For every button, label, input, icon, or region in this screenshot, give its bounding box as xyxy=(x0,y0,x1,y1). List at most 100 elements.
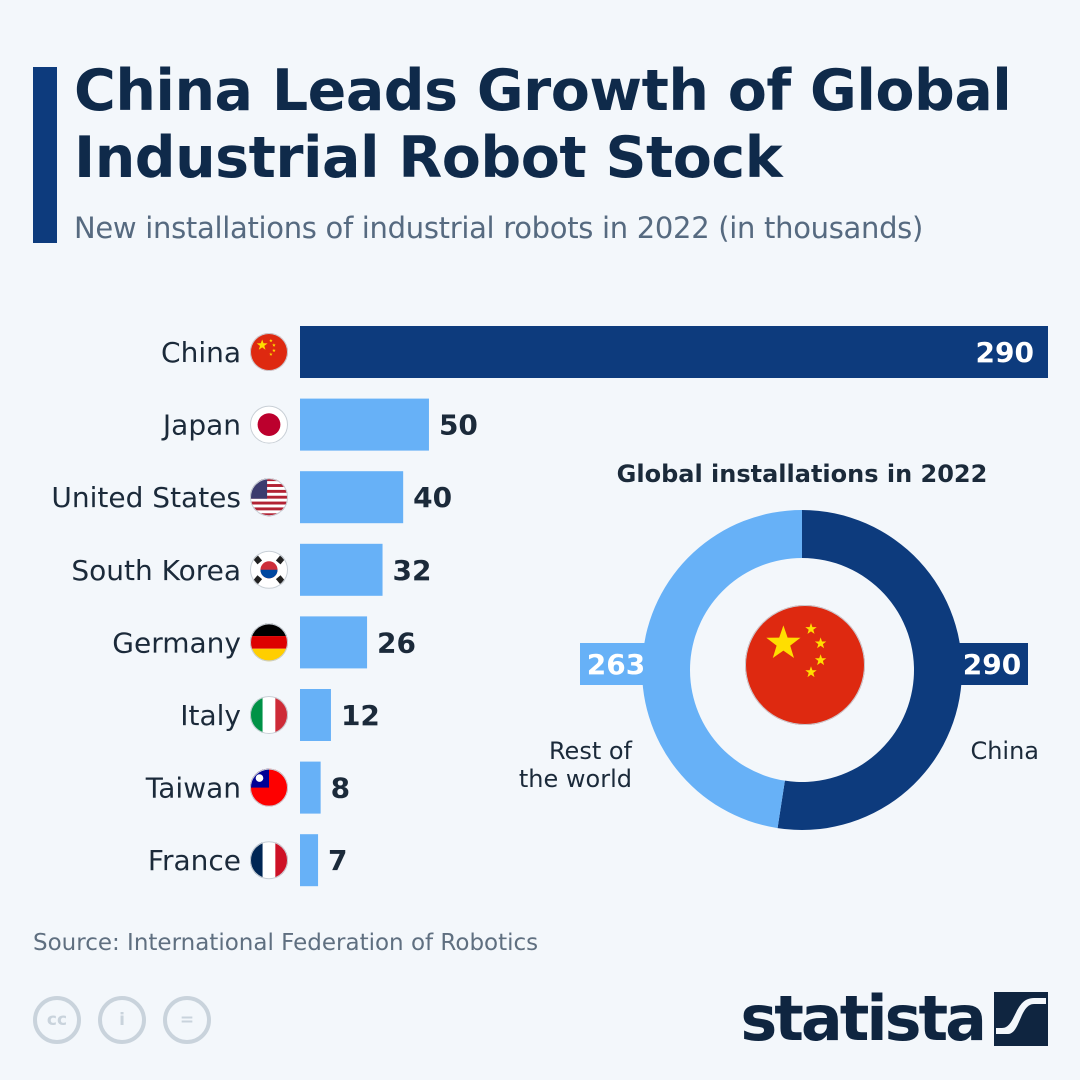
category-label: Japan xyxy=(161,409,241,442)
flag-germany-icon xyxy=(250,623,288,662)
flag-sun xyxy=(255,774,264,782)
flag-star xyxy=(805,666,817,678)
flag-border xyxy=(250,768,288,807)
bar-row: South Korea 32 xyxy=(71,543,432,596)
flag-taiwan-icon xyxy=(250,768,288,807)
bar-row: Japan 50 xyxy=(161,398,478,451)
category-label: China xyxy=(161,336,241,369)
category-label: South Korea xyxy=(71,554,241,587)
flag-usa-icon xyxy=(250,478,288,517)
category-label: Germany xyxy=(112,626,241,659)
value-box-china xyxy=(956,643,1028,685)
flag-star xyxy=(272,348,276,352)
category-label: United States xyxy=(51,481,241,514)
value-label: 32 xyxy=(393,554,432,587)
value-label: 50 xyxy=(439,409,478,442)
bar-china xyxy=(300,326,1048,378)
logo-text: statista xyxy=(740,982,987,1055)
slice-label-line: Rest of xyxy=(549,737,633,765)
bar-france xyxy=(300,834,319,887)
cc-license-icon[interactable]: cc xyxy=(33,996,81,1044)
flag-stripe xyxy=(250,492,288,497)
flag-star xyxy=(269,338,273,343)
flag-stripe xyxy=(250,501,288,505)
flag-border xyxy=(250,550,288,589)
flag-body xyxy=(250,478,288,517)
flag-body xyxy=(250,405,288,444)
value-label: 7 xyxy=(328,844,347,877)
value-label: 26 xyxy=(377,626,416,659)
bar-italy xyxy=(300,689,331,741)
bar-germany xyxy=(300,616,368,669)
flag-italy-icon xyxy=(250,696,288,734)
bar-japan xyxy=(300,398,429,451)
flag-star xyxy=(814,637,827,649)
flag-border xyxy=(250,696,288,734)
flag-border xyxy=(250,478,288,517)
flag-china-icon xyxy=(250,333,288,371)
flag-stripe xyxy=(250,333,288,371)
flag-star xyxy=(766,625,801,658)
flag-body xyxy=(745,605,865,725)
flag-stripe xyxy=(250,484,288,488)
flag-border xyxy=(250,333,288,371)
flag-star xyxy=(272,343,276,347)
bar-south-korea xyxy=(300,543,383,596)
donut-title: Global installations in 2022 xyxy=(617,460,988,488)
center-flag-china-icon xyxy=(745,605,865,725)
donut-slice-china xyxy=(777,510,962,830)
donut-slice-rest-of-the-world xyxy=(642,510,802,829)
flag-stripe xyxy=(250,486,288,491)
flag-stripe xyxy=(250,510,288,514)
category-label: Taiwan xyxy=(145,772,241,805)
flag-sun xyxy=(257,413,281,436)
flag-stripe xyxy=(745,605,865,725)
flag-japan-icon xyxy=(250,405,288,444)
value-label: 290 xyxy=(976,336,1034,369)
value-label: 12 xyxy=(341,699,380,732)
value-label: 8 xyxy=(331,772,350,805)
bar-row: China 290 xyxy=(161,326,1048,378)
flag-star xyxy=(256,339,268,350)
flag-taeguk xyxy=(260,569,278,579)
value-label: 40 xyxy=(413,481,452,514)
slice-label-line: the world xyxy=(519,765,632,793)
flag-stripe xyxy=(250,513,288,517)
attribution-icon[interactable]: i xyxy=(98,996,146,1044)
flag-stripe xyxy=(262,841,276,880)
flag-star xyxy=(269,352,273,356)
title-accent-bar xyxy=(33,67,57,243)
flag-stripe xyxy=(250,507,288,511)
no-derivatives-icon[interactable]: = xyxy=(163,996,211,1044)
flag-stripe xyxy=(250,489,288,494)
flag-star xyxy=(805,623,817,634)
bar-row: United States 40 xyxy=(51,471,452,524)
page-title: China Leads Growth of Global Industrial … xyxy=(74,58,1012,191)
flag-stripe xyxy=(250,498,288,502)
flag-stripe xyxy=(250,481,288,485)
statista-logo[interactable]: statista xyxy=(740,988,1048,1050)
flag-body xyxy=(250,333,288,371)
slice-label-rest: Rest of the world xyxy=(519,737,633,793)
category-label: Italy xyxy=(180,699,241,732)
flag-stripe xyxy=(250,495,288,499)
subtitle: New installations of industrial robots i… xyxy=(74,211,924,245)
bar-row: France 7 xyxy=(148,834,348,887)
flag-border xyxy=(250,405,288,444)
flag-body xyxy=(250,768,288,807)
flag-south-korea-icon xyxy=(250,550,288,589)
flag-border xyxy=(745,605,865,725)
bar-united-states xyxy=(300,471,404,524)
bar-row: Taiwan 8 xyxy=(145,761,350,814)
bar-row: Italy 12 xyxy=(180,689,380,741)
bar-row: Germany 26 xyxy=(112,616,416,669)
value-label-china: 290 xyxy=(963,648,1021,681)
flag-france-icon xyxy=(250,841,288,880)
flag-border xyxy=(250,623,288,662)
flag-stripe xyxy=(250,478,288,482)
value-box-rest xyxy=(580,643,646,685)
slice-label-china: China xyxy=(970,737,1039,765)
category-label: France xyxy=(148,844,241,877)
bar-taiwan xyxy=(300,761,321,814)
